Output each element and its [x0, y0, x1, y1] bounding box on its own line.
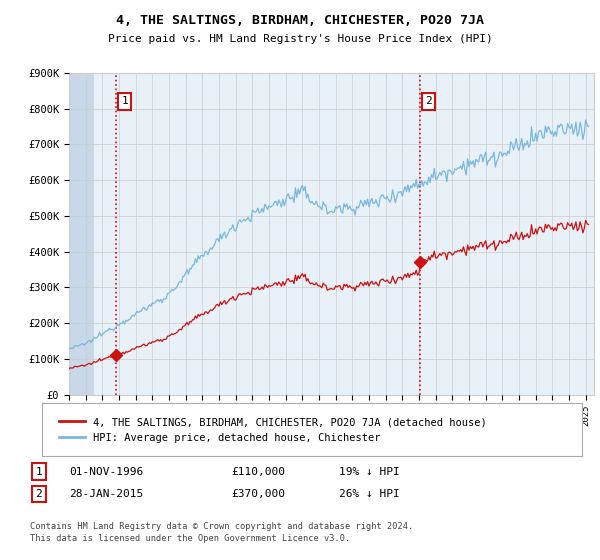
Text: 1: 1: [121, 96, 128, 106]
Text: 2: 2: [425, 96, 432, 106]
Text: £370,000: £370,000: [231, 489, 285, 499]
Text: 19% ↓ HPI: 19% ↓ HPI: [339, 466, 400, 477]
Text: 26% ↓ HPI: 26% ↓ HPI: [339, 489, 400, 499]
Text: Contains HM Land Registry data © Crown copyright and database right 2024.: Contains HM Land Registry data © Crown c…: [30, 522, 413, 531]
Text: 1: 1: [35, 466, 43, 477]
Text: Price paid vs. HM Land Registry's House Price Index (HPI): Price paid vs. HM Land Registry's House …: [107, 34, 493, 44]
Bar: [69, 73, 94, 395]
Text: 2: 2: [35, 489, 43, 499]
Text: 28-JAN-2015: 28-JAN-2015: [69, 489, 143, 499]
Text: £110,000: £110,000: [231, 466, 285, 477]
Legend: 4, THE SALTINGS, BIRDHAM, CHICHESTER, PO20 7JA (detached house), HPI: Average pr: 4, THE SALTINGS, BIRDHAM, CHICHESTER, PO…: [53, 410, 493, 449]
Text: This data is licensed under the Open Government Licence v3.0.: This data is licensed under the Open Gov…: [30, 534, 350, 543]
Text: 4, THE SALTINGS, BIRDHAM, CHICHESTER, PO20 7JA: 4, THE SALTINGS, BIRDHAM, CHICHESTER, PO…: [116, 14, 484, 27]
Text: 01-NOV-1996: 01-NOV-1996: [69, 466, 143, 477]
